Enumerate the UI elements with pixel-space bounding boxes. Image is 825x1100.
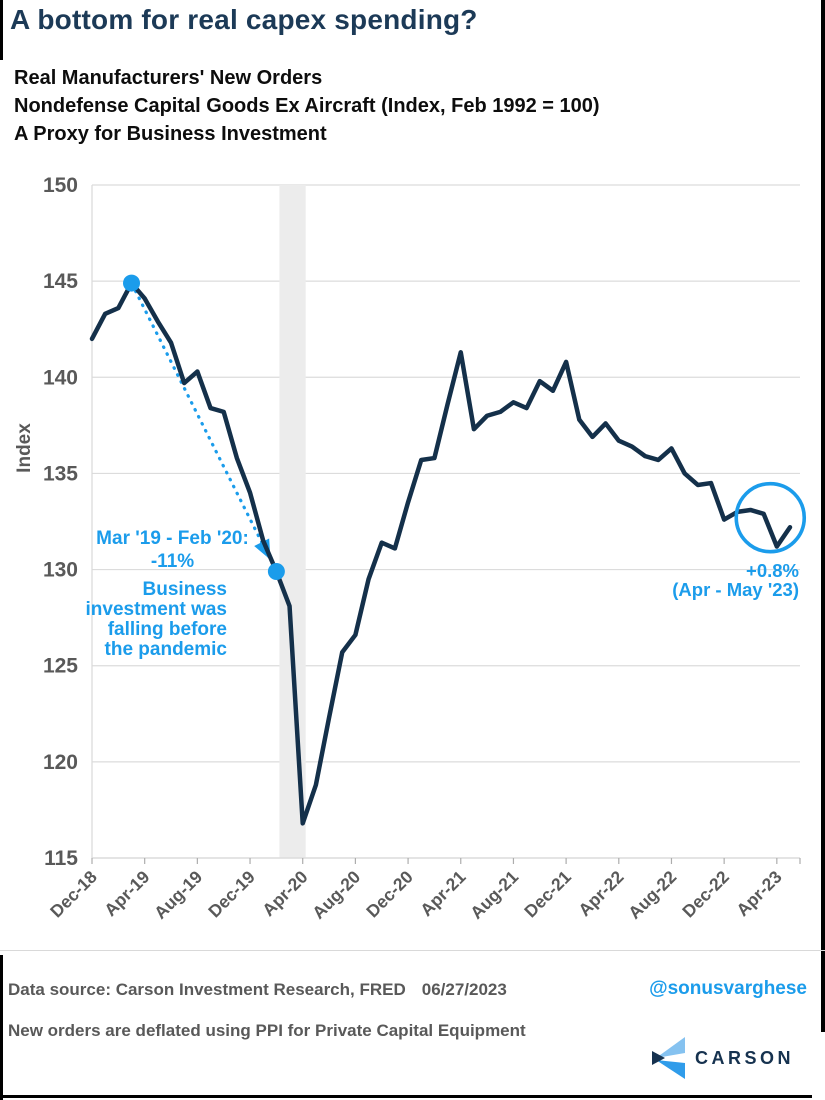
twitter-handle: @sonusvarghese bbox=[649, 978, 807, 999]
y-tick-label: 130 bbox=[43, 559, 78, 582]
x-tick-label: Aug-21 bbox=[466, 866, 522, 922]
annotation-drop-pct: Mar '19 - Feb '20: -11% bbox=[96, 528, 249, 572]
carson-logo-icon bbox=[652, 1037, 685, 1079]
x-tick-label: Dec-22 bbox=[678, 867, 733, 922]
carson-logo: CARSON bbox=[652, 1037, 794, 1079]
border-right bbox=[821, 0, 825, 1032]
chart-date: 06/27/2023 bbox=[421, 980, 507, 999]
x-tick-label: Apr-22 bbox=[574, 867, 628, 921]
carson-logo-text: CARSON bbox=[695, 1047, 795, 1068]
y-axis-title: Index bbox=[14, 423, 35, 473]
y-tick-label: 125 bbox=[43, 655, 78, 678]
marker-dot bbox=[123, 274, 141, 292]
border-left-bottom bbox=[0, 955, 3, 1100]
y-tick-label: 140 bbox=[43, 366, 78, 389]
highlight-circle bbox=[734, 481, 807, 554]
marker-dot bbox=[267, 562, 285, 580]
data-source-text: Data source: Carson Investment Research,… bbox=[8, 980, 406, 999]
x-tick-label: Dec-19 bbox=[204, 867, 259, 922]
y-tick-label: 135 bbox=[43, 462, 78, 485]
y-tick-label: 120 bbox=[43, 751, 78, 774]
data-source-line: Data source: Carson Investment Research,… bbox=[8, 980, 507, 1000]
x-tick-label: Apr-21 bbox=[416, 867, 470, 921]
y-tick-label: 150 bbox=[43, 174, 78, 197]
x-tick-label: Dec-21 bbox=[520, 867, 575, 922]
x-tick-label: Aug-19 bbox=[150, 866, 206, 922]
annotation-note: Business investment was falling before t… bbox=[85, 579, 228, 660]
annotation-recent-change: +0.8% (Apr - May '23) bbox=[672, 560, 799, 600]
subtitle-line-3: A Proxy for Business Investment bbox=[14, 123, 327, 145]
x-tick-label: Dec-20 bbox=[362, 867, 417, 922]
chart-subtitle: Real Manufacturers' New Orders Nondefens… bbox=[14, 64, 600, 148]
x-tick-label: Aug-22 bbox=[624, 866, 680, 922]
page-title: A bottom for real capex spending? bbox=[10, 4, 478, 35]
border-left-top bbox=[0, 0, 3, 60]
border-bottom bbox=[0, 1095, 812, 1098]
x-tick-label: Aug-20 bbox=[308, 866, 364, 922]
x-tick-label: Apr-19 bbox=[100, 867, 154, 921]
subtitle-line-1: Real Manufacturers' New Orders bbox=[14, 67, 323, 89]
subtitle-line-2: Nondefense Capital Goods Ex Aircraft (In… bbox=[14, 95, 600, 117]
x-tick-label: Dec-18 bbox=[46, 867, 101, 922]
series-line bbox=[89, 280, 793, 826]
y-tick-label: 145 bbox=[43, 270, 78, 293]
y-tick-label: 115 bbox=[44, 847, 78, 870]
trend-arrow bbox=[133, 289, 271, 560]
x-tick-label: Apr-20 bbox=[258, 867, 312, 921]
recession-band bbox=[279, 185, 306, 858]
methodology-note: New orders are deflated using PPI for Pr… bbox=[8, 1021, 526, 1040]
x-tick-label: Apr-23 bbox=[732, 867, 786, 921]
footer-divider bbox=[0, 950, 825, 951]
